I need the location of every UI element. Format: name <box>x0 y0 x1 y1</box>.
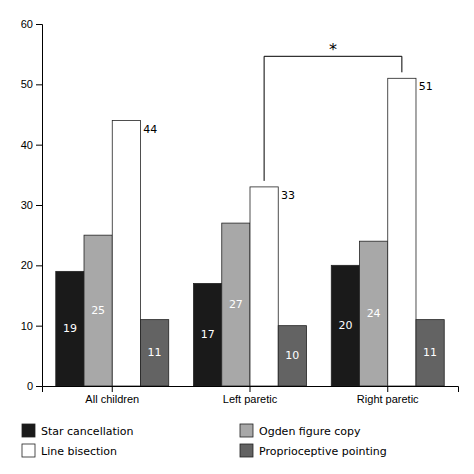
data-labels: 19 17 20 25 27 24 44 33 51 11 10 11 <box>63 80 437 362</box>
y-tick-mark <box>36 84 42 85</box>
legend-item: Line bisection <box>22 444 117 458</box>
bar <box>250 187 278 386</box>
data-label: 20 <box>338 319 352 332</box>
y-tick: 30 <box>21 199 42 211</box>
y-tick: 60 <box>21 18 42 30</box>
data-label: 17 <box>201 328 215 341</box>
bar <box>84 235 112 386</box>
data-label: 25 <box>91 304 105 317</box>
y-tick-label: 10 <box>21 320 33 332</box>
legend-swatch <box>22 444 35 457</box>
y-axis-line <box>36 25 43 387</box>
bar <box>140 320 168 386</box>
x-tick-label: Left paretic <box>223 393 278 405</box>
y-tick-mark <box>36 145 42 146</box>
y-tick-label: 0 <box>27 380 33 392</box>
y-tick: 0 <box>27 380 42 392</box>
bar <box>112 121 140 386</box>
y-axis: 0 10 20 30 40 50 60 <box>21 18 43 392</box>
y-tick-label: 20 <box>21 259 33 271</box>
legend-label: Line bisection <box>41 445 117 458</box>
bars <box>56 78 444 386</box>
bar <box>194 283 222 386</box>
x-tick-label: All children <box>85 393 139 405</box>
x-tick: All children <box>85 386 139 405</box>
legend-label: Proprioceptive pointing <box>259 445 387 458</box>
annotation: * <box>329 40 337 59</box>
x-tick: Left paretic <box>223 386 278 405</box>
plot: 0 10 20 30 40 50 60 All children Left paretic Rig… <box>21 18 459 405</box>
x-tick-mark <box>250 386 251 392</box>
legend-label: Star cancellation <box>41 425 134 438</box>
legend-item: Proprioceptive pointing <box>240 444 387 458</box>
y-tick-mark <box>36 24 42 25</box>
data-label: 19 <box>63 322 77 335</box>
x-tick-mark <box>112 386 113 392</box>
chart: 0 10 20 30 40 50 60 All children Left paretic Rig… <box>0 0 474 474</box>
y-tick: 40 <box>21 139 42 151</box>
legend-label: Ogden figure copy <box>259 425 361 438</box>
bracket-line <box>264 56 402 181</box>
data-label: 33 <box>281 189 295 202</box>
bar <box>278 326 306 386</box>
legend-swatch <box>240 444 253 457</box>
y-tick-label: 50 <box>21 78 33 90</box>
bar <box>416 320 444 386</box>
legend-item: Ogden figure copy <box>240 424 361 438</box>
x-tick-mark <box>387 386 388 392</box>
legend: Star cancellation Ogden figure copy Line b… <box>22 424 387 458</box>
y-tick-mark <box>36 265 42 266</box>
significance-bracket: * <box>264 40 402 181</box>
y-tick: 20 <box>21 259 42 271</box>
data-label: 24 <box>367 307 381 320</box>
bar <box>56 271 84 386</box>
x-axis: All children Left paretic Right paretic <box>43 386 459 405</box>
y-tick: 10 <box>21 320 42 332</box>
bar-series <box>140 320 444 386</box>
data-label: 27 <box>229 298 243 311</box>
y-tick-mark <box>36 326 42 327</box>
y-tick-label: 30 <box>21 199 33 211</box>
y-tick-label: 60 <box>21 18 33 30</box>
bar <box>360 241 388 386</box>
legend-swatch <box>22 424 35 437</box>
bar <box>388 78 416 386</box>
x-tick: Right paretic <box>357 386 419 405</box>
data-label: 11 <box>423 346 437 359</box>
data-label: 51 <box>419 80 433 93</box>
data-label: 11 <box>148 346 162 359</box>
bar <box>331 265 359 386</box>
y-tick: 50 <box>21 78 42 90</box>
x-tick-label: Right paretic <box>357 393 419 405</box>
data-label: 44 <box>143 123 157 136</box>
bar <box>222 223 250 386</box>
legend-item: Star cancellation <box>22 424 134 438</box>
y-tick-label: 40 <box>21 139 33 151</box>
data-label: 10 <box>285 349 299 362</box>
y-tick-mark <box>36 205 42 206</box>
legend-swatch <box>240 424 253 437</box>
x-axis-line <box>43 387 459 393</box>
y-tick-mark <box>36 386 42 387</box>
